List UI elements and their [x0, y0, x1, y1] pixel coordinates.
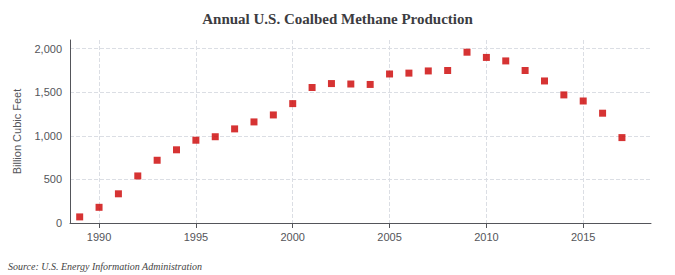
svg-text:0: 0 — [56, 217, 62, 229]
svg-text:2010: 2010 — [474, 231, 498, 243]
svg-text:1,500: 1,500 — [34, 86, 62, 98]
svg-text:Source: U.S. Energy Informatio: Source: U.S. Energy Information Administ… — [8, 261, 202, 272]
svg-text:Annual U.S. Coalbed Methane Pr: Annual U.S. Coalbed Methane Production — [202, 11, 473, 27]
svg-text:2000: 2000 — [280, 231, 304, 243]
svg-text:Billion Cubic Feet: Billion Cubic Feet — [11, 89, 23, 175]
svg-text:1,000: 1,000 — [34, 130, 62, 142]
svg-text:1995: 1995 — [184, 231, 208, 243]
svg-text:1990: 1990 — [87, 231, 111, 243]
svg-text:500: 500 — [44, 173, 62, 185]
svg-text:2,000: 2,000 — [34, 43, 62, 55]
svg-text:2005: 2005 — [377, 231, 401, 243]
svg-text:2015: 2015 — [571, 231, 595, 243]
